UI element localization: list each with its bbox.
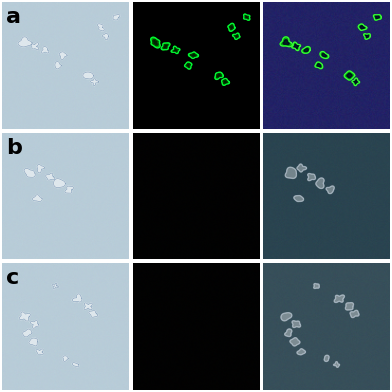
Polygon shape bbox=[245, 15, 249, 19]
Polygon shape bbox=[326, 186, 334, 194]
Polygon shape bbox=[185, 62, 192, 69]
Polygon shape bbox=[228, 24, 235, 31]
Polygon shape bbox=[294, 44, 298, 49]
Polygon shape bbox=[320, 51, 329, 58]
Polygon shape bbox=[316, 178, 324, 189]
Polygon shape bbox=[347, 73, 352, 78]
Polygon shape bbox=[308, 174, 316, 181]
Polygon shape bbox=[23, 329, 32, 337]
Polygon shape bbox=[285, 329, 292, 337]
Polygon shape bbox=[30, 321, 39, 328]
Polygon shape bbox=[285, 167, 296, 178]
Polygon shape bbox=[63, 356, 68, 361]
Polygon shape bbox=[173, 48, 178, 52]
Polygon shape bbox=[297, 349, 305, 355]
Polygon shape bbox=[153, 40, 158, 45]
Polygon shape bbox=[243, 14, 250, 20]
Text: c: c bbox=[6, 268, 19, 288]
Polygon shape bbox=[52, 283, 58, 289]
Polygon shape bbox=[19, 312, 31, 321]
Polygon shape bbox=[344, 71, 355, 80]
Polygon shape bbox=[280, 37, 292, 47]
Polygon shape bbox=[171, 46, 180, 54]
Polygon shape bbox=[221, 78, 229, 85]
Polygon shape bbox=[41, 47, 49, 53]
Polygon shape bbox=[315, 62, 323, 69]
Polygon shape bbox=[36, 349, 43, 355]
Polygon shape bbox=[161, 43, 170, 50]
Polygon shape bbox=[302, 47, 310, 53]
Polygon shape bbox=[358, 24, 367, 31]
Polygon shape bbox=[46, 173, 55, 180]
Polygon shape bbox=[294, 196, 304, 201]
Polygon shape bbox=[304, 48, 309, 52]
Polygon shape bbox=[334, 295, 345, 303]
Polygon shape bbox=[186, 64, 190, 67]
Polygon shape bbox=[292, 42, 301, 51]
Polygon shape bbox=[334, 362, 339, 367]
Polygon shape bbox=[84, 303, 92, 310]
Polygon shape bbox=[24, 169, 35, 177]
Polygon shape bbox=[322, 53, 327, 57]
Polygon shape bbox=[283, 40, 289, 45]
Polygon shape bbox=[352, 78, 359, 85]
Text: a: a bbox=[6, 7, 21, 27]
Polygon shape bbox=[234, 34, 238, 38]
Polygon shape bbox=[91, 79, 99, 86]
Polygon shape bbox=[281, 313, 292, 321]
Polygon shape bbox=[365, 35, 369, 38]
Polygon shape bbox=[65, 186, 73, 193]
Polygon shape bbox=[217, 74, 221, 78]
Polygon shape bbox=[102, 33, 109, 40]
Polygon shape bbox=[29, 338, 38, 346]
Polygon shape bbox=[317, 64, 321, 67]
Polygon shape bbox=[223, 80, 227, 84]
Polygon shape bbox=[37, 165, 44, 173]
Polygon shape bbox=[31, 43, 39, 50]
Polygon shape bbox=[59, 52, 67, 60]
Polygon shape bbox=[83, 72, 93, 79]
Polygon shape bbox=[230, 25, 234, 29]
Polygon shape bbox=[54, 179, 65, 188]
Polygon shape bbox=[72, 363, 79, 367]
Polygon shape bbox=[98, 24, 104, 31]
Polygon shape bbox=[292, 321, 301, 328]
Polygon shape bbox=[191, 53, 196, 57]
Polygon shape bbox=[33, 195, 42, 201]
Polygon shape bbox=[18, 37, 32, 47]
Polygon shape bbox=[350, 310, 359, 318]
Polygon shape bbox=[354, 80, 358, 84]
Polygon shape bbox=[55, 62, 61, 69]
Polygon shape bbox=[189, 52, 198, 58]
Polygon shape bbox=[314, 283, 319, 289]
Polygon shape bbox=[374, 15, 381, 20]
Text: b: b bbox=[6, 138, 22, 158]
Polygon shape bbox=[364, 34, 370, 39]
Polygon shape bbox=[360, 25, 365, 29]
Polygon shape bbox=[232, 33, 240, 40]
Polygon shape bbox=[376, 16, 379, 19]
Polygon shape bbox=[151, 37, 160, 48]
Polygon shape bbox=[215, 72, 223, 80]
Polygon shape bbox=[324, 355, 329, 361]
Polygon shape bbox=[72, 294, 82, 302]
Polygon shape bbox=[290, 338, 300, 346]
Polygon shape bbox=[297, 164, 307, 172]
Polygon shape bbox=[163, 44, 168, 48]
Polygon shape bbox=[345, 303, 354, 310]
Polygon shape bbox=[113, 15, 120, 20]
Polygon shape bbox=[89, 310, 98, 317]
